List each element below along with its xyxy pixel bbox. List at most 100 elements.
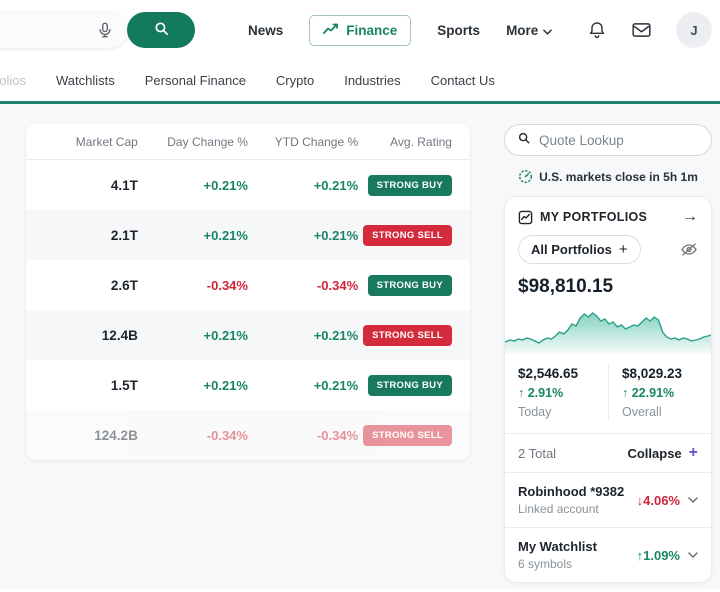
- account-name: My Watchlist: [518, 539, 597, 554]
- eye-slash-icon[interactable]: [680, 242, 698, 257]
- market-cap-value: 124.2B: [94, 427, 138, 443]
- header-actions: J: [587, 0, 720, 60]
- table-body: 4.1T +0.21% +0.21% STRONG BUY 2.1T +0.21% +0.2…: [26, 160, 470, 460]
- ytd-change-value: +0.21%: [313, 377, 359, 393]
- rating-badge: STRONG BUY: [367, 174, 452, 196]
- rating-cell: STRONG BUY: [358, 374, 452, 396]
- rating-badge: STRONG BUY: [367, 274, 452, 296]
- search-button[interactable]: [127, 12, 195, 48]
- column-ytd-change[interactable]: YTD Change %: [274, 134, 359, 149]
- rating-badge: STRONG SELL: [363, 224, 452, 246]
- table-row[interactable]: 124.2B -0.34% -0.34% STRONG SELL: [26, 410, 470, 460]
- nav-more-label: More: [506, 22, 539, 38]
- right-sidebar: U.S. markets close in 5h 1m MY PORTFOLIO…: [504, 124, 712, 592]
- ytd-change-value: +0.21%: [313, 177, 359, 193]
- portfolio-area-chart: [505, 312, 711, 354]
- rating-cell: STRONG SELL: [358, 224, 452, 246]
- subnav-item-personal-finance[interactable]: Personal Finance: [144, 73, 246, 88]
- collapse-button[interactable]: Collapse +: [627, 445, 698, 461]
- column-day-change[interactable]: Day Change %: [167, 134, 248, 149]
- account-row-robinhood[interactable]: Robinhood *9382 Linked account ↓4.06%: [505, 472, 711, 527]
- stocks-table: Market Cap Day Change % YTD Change % Avg…: [26, 124, 470, 460]
- mic-icon[interactable]: [96, 21, 114, 39]
- stat-today-change: ↑ 2.91%: [518, 386, 564, 400]
- account-name: Robinhood *9382: [518, 484, 625, 499]
- portfolio-total-row: 2 Total Collapse +: [505, 433, 711, 472]
- market-cap-value: 12.4B: [101, 327, 138, 343]
- avatar[interactable]: J: [676, 12, 712, 48]
- secondary-nav: Portfolios Watchlists Personal Finance C…: [0, 60, 720, 104]
- search-icon: [517, 131, 531, 150]
- line-chart-icon: [323, 23, 339, 38]
- account-subtitle: Linked account: [518, 502, 599, 516]
- rating-cell: STRONG BUY: [358, 274, 452, 296]
- rating-badge: STRONG BUY: [367, 374, 452, 396]
- subnav-item-contact-us[interactable]: Contact Us: [430, 73, 495, 88]
- notifications-bell-icon[interactable]: [587, 20, 607, 40]
- chevron-down-icon: [543, 23, 553, 38]
- chevron-down-icon[interactable]: [688, 497, 698, 503]
- day-change-value: -0.34%: [206, 277, 248, 293]
- nav-news[interactable]: News: [248, 22, 284, 38]
- table-row[interactable]: 1.5T +0.21% +0.21% STRONG BUY: [26, 360, 470, 410]
- chevron-down-icon[interactable]: [688, 552, 698, 558]
- add-portfolio-plus-icon[interactable]: +: [688, 444, 698, 461]
- market-cap-value: 2.1T: [110, 227, 138, 243]
- day-change-value: +0.21%: [203, 327, 248, 343]
- subnav-item-crypto[interactable]: Crypto: [275, 73, 315, 88]
- market-cap-value: 2.6T: [110, 277, 138, 293]
- primary-nav: News Finance Sports More: [248, 0, 553, 60]
- nav-more[interactable]: More: [506, 22, 553, 38]
- mail-icon[interactable]: [631, 21, 652, 39]
- table-row[interactable]: 2.1T +0.21% +0.21% STRONG SELL: [26, 210, 470, 260]
- ytd-change-value: +0.21%: [313, 227, 359, 243]
- table-row[interactable]: 4.1T +0.21% +0.21% STRONG BUY: [26, 160, 470, 210]
- subnav-item-watchlists[interactable]: Watchlists: [56, 73, 115, 88]
- portfolios-arrow-right-icon[interactable]: →: [682, 208, 698, 225]
- column-avg-rating[interactable]: Avg. Rating: [390, 134, 452, 149]
- market-gauge-icon: [518, 169, 533, 184]
- up-arrow-icon: ↑: [636, 547, 644, 563]
- rating-cell: STRONG SELL: [358, 424, 452, 446]
- search-icon: [153, 20, 170, 40]
- day-change-value: -0.34%: [206, 427, 248, 443]
- all-portfolios-dropdown[interactable]: All Portfolios +: [518, 235, 641, 264]
- total-count: 2 Total: [518, 445, 557, 461]
- market-status-text: U.S. markets close in 5h 1m: [539, 169, 698, 184]
- rating-cell: STRONG BUY: [358, 174, 452, 196]
- account-row-watchlist[interactable]: My Watchlist 6 symbols ↑1.09%: [505, 527, 711, 582]
- day-change-value: +0.21%: [203, 177, 248, 193]
- nav-sports[interactable]: Sports: [437, 22, 481, 38]
- nav-finance[interactable]: Finance: [309, 14, 412, 46]
- main-content: Market Cap Day Change % YTD Change % Avg…: [0, 104, 720, 589]
- rating-cell: STRONG SELL: [358, 324, 452, 346]
- stat-overall-label: Overall: [622, 405, 662, 419]
- quote-lookup-input[interactable]: [539, 132, 679, 148]
- market-cap-value: 1.5T: [110, 377, 138, 393]
- top-header: News Finance Sports More: [0, 0, 720, 60]
- up-arrow-icon: ↑: [622, 386, 629, 400]
- nav-finance-label: Finance: [346, 22, 398, 38]
- subnav-item-portfolios[interactable]: Portfolios: [0, 73, 26, 88]
- stat-overall-value: $8,029.23: [622, 366, 683, 381]
- stat-overall-change: ↑ 22.91%: [622, 386, 675, 400]
- account-change: ↑1.09%: [636, 547, 680, 563]
- market-status: U.S. markets close in 5h 1m: [504, 156, 712, 196]
- global-search-input[interactable]: [0, 12, 128, 48]
- portfolio-stats: $2,546.65 ↑ 2.91% Today $8,029.23 ↑ 22.9…: [505, 354, 711, 433]
- market-cap-value: 4.1T: [110, 177, 138, 193]
- down-arrow-icon: ↓: [636, 492, 644, 508]
- stat-today: $2,546.65 ↑ 2.91% Today: [505, 364, 608, 421]
- my-portfolios-card: MY PORTFOLIOS → All Portfolios +: [504, 196, 712, 583]
- rating-badge: STRONG SELL: [363, 424, 452, 446]
- plus-icon: +: [618, 241, 628, 258]
- table-row[interactable]: 2.6T -0.34% -0.34% STRONG BUY: [26, 260, 470, 310]
- subnav-item-industries[interactable]: Industries: [344, 73, 401, 88]
- quote-lookup[interactable]: [504, 124, 712, 156]
- column-market-cap[interactable]: Market Cap: [75, 134, 138, 149]
- table-row[interactable]: 12.4B +0.21% +0.21% STRONG SELL: [26, 310, 470, 360]
- account-subtitle: 6 symbols: [518, 557, 573, 571]
- stat-today-value: $2,546.65: [518, 366, 579, 381]
- up-arrow-icon: ↑: [518, 386, 525, 400]
